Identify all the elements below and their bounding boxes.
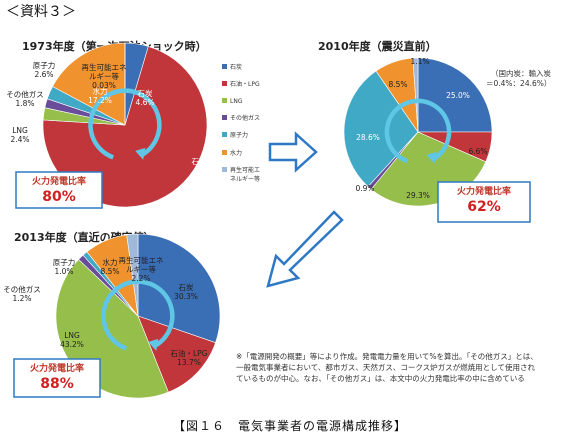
slice-label-renewable-line: 2.2%: [131, 274, 150, 283]
slice-label-oil-line: 71.4%: [198, 166, 222, 175]
thermal-ratio-label: 火力発電比率: [457, 185, 511, 197]
legend-label-oil-line: 石油・LPG: [230, 80, 260, 88]
slice-label-coal-line: 25.0%: [446, 91, 470, 100]
slice-label-nuclear-line: 28.6%: [356, 133, 380, 142]
slice-label-oil-line: 石油・LPG: [191, 156, 228, 166]
slice-label-oil-line: 13.7%: [177, 358, 201, 367]
legend-swatch-coal: [222, 64, 227, 69]
slice-label-renewable-line: ルギー等: [126, 264, 156, 274]
legend-label-lng: LNG: [230, 98, 243, 105]
legend-label-coal-line: 石炭: [230, 64, 242, 71]
slice-label-lng: 29.3%: [406, 191, 430, 200]
legend-swatch-other_gas: [222, 115, 227, 120]
legend-label-oil: 石油・LPG: [230, 80, 260, 88]
slice-label-hydro-line: 8.5%: [388, 80, 407, 89]
slice-label-hydro-line: 17.2%: [88, 96, 112, 105]
legend-swatch-renewable: [222, 167, 227, 172]
thermal-ratio-value: 88%: [40, 376, 74, 392]
slice-label-coal-line: 4.6%: [135, 98, 154, 107]
figure-caption: 【図１６ 電気事業者の電源構成推移】: [173, 418, 407, 433]
legend-label-hydro: 水力: [230, 149, 242, 157]
arrow-1973-to-2010: [270, 134, 316, 170]
legend-label-other_gas-line: その他ガス: [230, 114, 260, 122]
thermal-ratio-value: 80%: [42, 189, 76, 205]
slice-label-nuclear-line: 原子力: [53, 257, 76, 267]
thermal-ratio-value: 62%: [467, 199, 501, 215]
material-label: ＜資料３＞: [6, 4, 76, 20]
slice-label-oil-line: 石油・LPG: [170, 348, 207, 358]
slice-label-renewable: 1.1%: [410, 57, 429, 66]
slice-label-coal-line: 石炭: [179, 283, 194, 292]
slice-label-lng-line: 2.4%: [10, 135, 29, 144]
thermal-ratio-label: 火力発電比率: [32, 175, 86, 187]
legend-swatch-hydro: [222, 150, 227, 155]
slice-label-hydro-line: 水力: [103, 257, 118, 267]
legend-label-renewable: 再生可能エネルギー等: [230, 166, 260, 183]
coal-annotation-line-1: （国内炭：輸入炭: [491, 68, 551, 78]
slice-label-renewable-line: ルギー等: [89, 71, 119, 81]
slice-label-lng-line: 29.3%: [406, 191, 430, 200]
legend-label-other_gas: その他ガス: [230, 114, 260, 122]
legend-swatch-nuclear: [222, 132, 227, 137]
slice-label-nuclear-line: 原子力: [33, 60, 56, 70]
slice-label-renewable-line: 再生可能エネ: [82, 62, 127, 72]
chart-2010-title: 2010年度（震災直前）: [318, 39, 437, 53]
slice-label-lng-line: LNG: [64, 331, 80, 340]
footnote-line: ※「電源開発の概要」等により作成。発電電力量を用いて%を算出。「その他ガス」とは…: [236, 351, 538, 361]
coal-annotation: （国内炭：輸入炭 ＝0.4%：24.6%）: [486, 68, 553, 88]
legend-label-renewable-line: 再生可能エ: [230, 166, 260, 174]
slice-label-other_gas-line: その他ガス: [6, 89, 44, 99]
slice-label-lng-line: LNG: [12, 126, 28, 135]
legend-label-renewable-line: ネルギー等: [230, 175, 260, 183]
slice-label-nuclear-line: 2.6%: [34, 70, 53, 79]
slice-label-hydro: 8.5%: [388, 80, 407, 89]
legend-label-lng-line: LNG: [230, 98, 243, 105]
slice-label-oil-line: 6.6%: [468, 147, 487, 156]
footnote: ※「電源開発の概要」等により作成。発電電力量を用いて%を算出。「その他ガス」とは…: [236, 351, 538, 383]
coal-annotation-line-2: ＝0.4%：24.6%）: [486, 79, 551, 88]
slice-label-lng-line: 43.2%: [60, 340, 84, 349]
transition-arrows: [268, 134, 342, 286]
slice-label-other_gas: 0.9%: [355, 184, 374, 193]
legend-label-nuclear: 原子力: [230, 131, 248, 139]
arrow-2010-to-2013: [268, 212, 342, 286]
legend-label-coal: 石炭: [230, 64, 242, 71]
slice-label-coal-line: 30.3%: [174, 292, 198, 301]
legend-label-nuclear-line: 原子力: [230, 131, 248, 139]
slice-label-coal-line: 石炭: [138, 89, 153, 98]
slice-label-other_gas-line: 0.9%: [355, 184, 374, 193]
slice-label-other_gas-line: 1.8%: [15, 99, 34, 108]
slice-label-coal: 25.0%: [446, 91, 470, 100]
slice-label-nuclear: 28.6%: [356, 133, 380, 142]
slice-label-nuclear-line: 1.0%: [54, 267, 73, 276]
slice-label-hydro-line: 8.5%: [100, 267, 119, 276]
thermal-ratio-label: 火力発電比率: [30, 362, 84, 374]
legend-label-hydro-line: 水力: [230, 149, 242, 157]
slice-label-renewable-line: 再生可能エネ: [119, 255, 164, 265]
slice-label-oil: 6.6%: [468, 147, 487, 156]
legend-swatch-lng: [222, 98, 227, 103]
footnote-line: ているものが中心。なお、「その他ガス」は、本文中の火力発電比率の中に含めている: [236, 373, 525, 383]
legend-swatch-oil: [222, 81, 227, 86]
slice-label-renewable-line: 1.1%: [410, 57, 429, 66]
slice-label-renewable-line: 0.03%: [92, 81, 116, 90]
slice-label-other_gas-line: その他ガス: [3, 284, 41, 294]
footnote-line: 一般電気事業者において、都市ガス、天然ガス、コークス炉ガスが燃焼用として使用され: [236, 362, 535, 372]
slice-label-other_gas-line: 1.2%: [12, 294, 31, 303]
